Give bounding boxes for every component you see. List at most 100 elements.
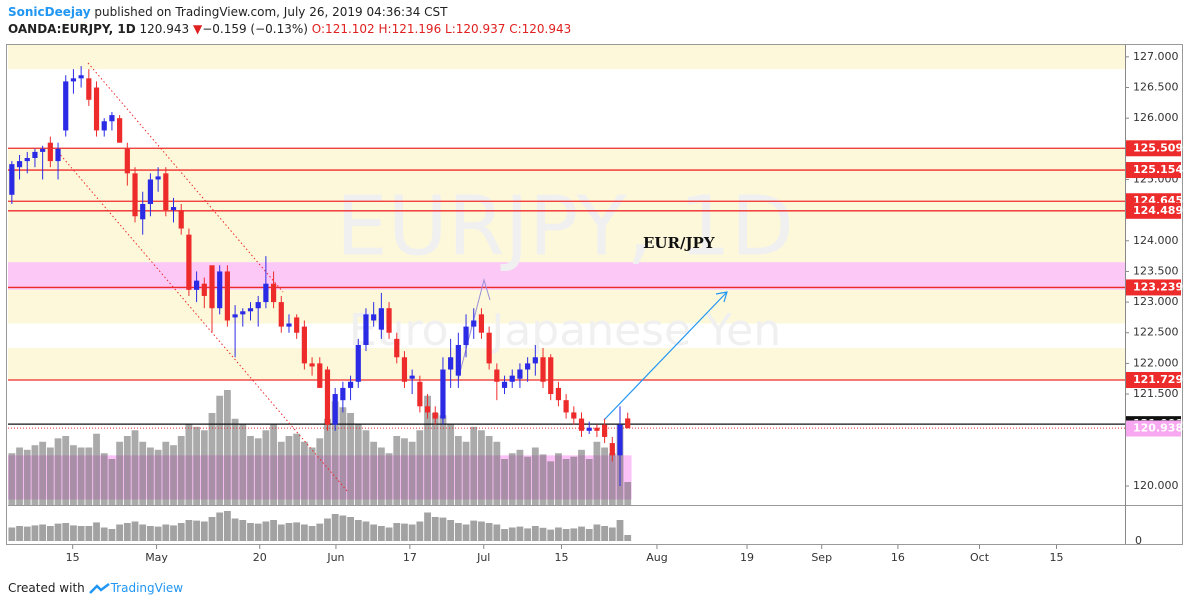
volume-bar bbox=[147, 526, 154, 541]
brand[interactable]: TradingView bbox=[110, 581, 184, 595]
volume-bar bbox=[362, 521, 370, 541]
change: −0.159 (−0.13%) bbox=[202, 22, 308, 36]
y-tick-label: 121.500 bbox=[1133, 387, 1179, 400]
candle-body bbox=[63, 81, 69, 131]
volume-overlay bbox=[585, 459, 593, 505]
candle-body bbox=[147, 179, 154, 205]
y-tick-label: 120.000 bbox=[1133, 479, 1179, 492]
volume-bar bbox=[408, 524, 416, 541]
x-tick-label: 19 bbox=[740, 551, 754, 564]
candle-body bbox=[609, 443, 615, 456]
volume-bar bbox=[524, 528, 532, 541]
x-tick-label: 20 bbox=[253, 551, 267, 564]
published: published on TradingView.com, July 26, 2… bbox=[94, 5, 448, 19]
candle-body bbox=[9, 164, 15, 195]
volume-overlay bbox=[401, 438, 408, 505]
volume-bar bbox=[478, 521, 485, 541]
candle-body bbox=[201, 283, 207, 296]
volume-overlay bbox=[547, 461, 555, 505]
candle-body bbox=[263, 283, 269, 303]
volume-bar bbox=[8, 527, 16, 541]
volume-overlay bbox=[293, 433, 301, 505]
volume-bar bbox=[493, 524, 501, 541]
volume-bar bbox=[285, 523, 293, 541]
price-label: 121.729 bbox=[1133, 373, 1183, 386]
volume-overlay bbox=[247, 436, 254, 505]
volume-overlay bbox=[555, 453, 562, 505]
x-tick-label: Jul bbox=[476, 551, 490, 564]
volume-overlay bbox=[516, 449, 524, 505]
volume-bar bbox=[470, 520, 478, 541]
volume-bar bbox=[593, 524, 601, 541]
last: 120.943 bbox=[139, 22, 190, 36]
volume-bar bbox=[531, 526, 539, 541]
watermark: EURJPY, 1D bbox=[336, 179, 794, 274]
volume-overlay bbox=[185, 424, 193, 505]
price-label-bg bbox=[1126, 372, 1181, 389]
volume-overlay bbox=[324, 418, 331, 505]
candle-body bbox=[525, 363, 531, 370]
volume-bar bbox=[339, 515, 347, 541]
author[interactable]: SonicDeejay bbox=[8, 5, 91, 19]
volume-overlay bbox=[193, 426, 201, 505]
y-tick-label: 123.000 bbox=[1133, 295, 1179, 308]
volume-overlay bbox=[100, 453, 108, 505]
candle-body bbox=[324, 369, 331, 425]
volume-overlay bbox=[8, 453, 16, 505]
volume-overlay bbox=[147, 447, 154, 505]
candle-body bbox=[224, 271, 230, 321]
volume-overlay bbox=[62, 436, 70, 505]
volume-overlay bbox=[478, 430, 485, 505]
volume-bar bbox=[585, 529, 593, 541]
zone bbox=[8, 44, 1125, 70]
volume-bar bbox=[347, 517, 354, 541]
volume-overlay bbox=[408, 441, 416, 505]
volume-bar bbox=[316, 523, 324, 541]
volume-bar bbox=[54, 523, 62, 541]
candle-body bbox=[317, 363, 323, 388]
candle-body bbox=[586, 427, 592, 431]
volume-bar bbox=[231, 518, 239, 541]
candle-body bbox=[571, 412, 577, 419]
candle-body bbox=[16, 161, 23, 168]
candle-body bbox=[93, 87, 100, 131]
volume-overlay bbox=[431, 413, 439, 505]
candle-body bbox=[509, 375, 515, 382]
volume-bar bbox=[439, 517, 447, 541]
volume-overlay bbox=[70, 445, 77, 505]
volume-overlay bbox=[454, 436, 462, 505]
candle-body bbox=[563, 400, 569, 413]
volume-overlay bbox=[300, 441, 308, 505]
frame bbox=[6, 44, 1183, 545]
x-tick-label: 15 bbox=[1049, 551, 1063, 564]
volume-overlay bbox=[339, 407, 347, 505]
volume-bar bbox=[555, 527, 562, 541]
y-tick-label: 126.000 bbox=[1133, 111, 1179, 124]
candle-body bbox=[232, 314, 238, 318]
volume-overlay bbox=[231, 418, 239, 505]
volume-bar bbox=[70, 525, 77, 541]
x-tick-label: 16 bbox=[891, 551, 905, 564]
candle-body bbox=[409, 375, 415, 379]
volume-overlay bbox=[331, 401, 339, 505]
volume-bar bbox=[216, 512, 224, 541]
volume-bar bbox=[139, 524, 147, 541]
volume-overlay bbox=[31, 445, 39, 505]
volume-bar bbox=[377, 526, 385, 541]
volume-bar bbox=[416, 521, 424, 541]
candle-body bbox=[625, 418, 631, 429]
arrow: ▼ bbox=[192, 22, 203, 36]
volume-bar bbox=[624, 535, 632, 541]
annotation: EUR/JPY bbox=[643, 234, 715, 252]
volume-overlay bbox=[285, 436, 293, 505]
volume-overlay bbox=[46, 447, 54, 505]
volume-overlay bbox=[54, 438, 62, 505]
volume-bar bbox=[23, 526, 31, 541]
volume-bar bbox=[39, 524, 47, 541]
symbol-line: OANDA:EURJPY, 1D 120.943 ▼−0.159 (−0.13%… bbox=[8, 21, 571, 38]
created: Created with bbox=[8, 581, 85, 595]
volume-overlay bbox=[139, 441, 147, 505]
candle-body bbox=[24, 158, 30, 162]
volume-bar bbox=[270, 520, 277, 541]
volume-bar bbox=[200, 521, 208, 541]
